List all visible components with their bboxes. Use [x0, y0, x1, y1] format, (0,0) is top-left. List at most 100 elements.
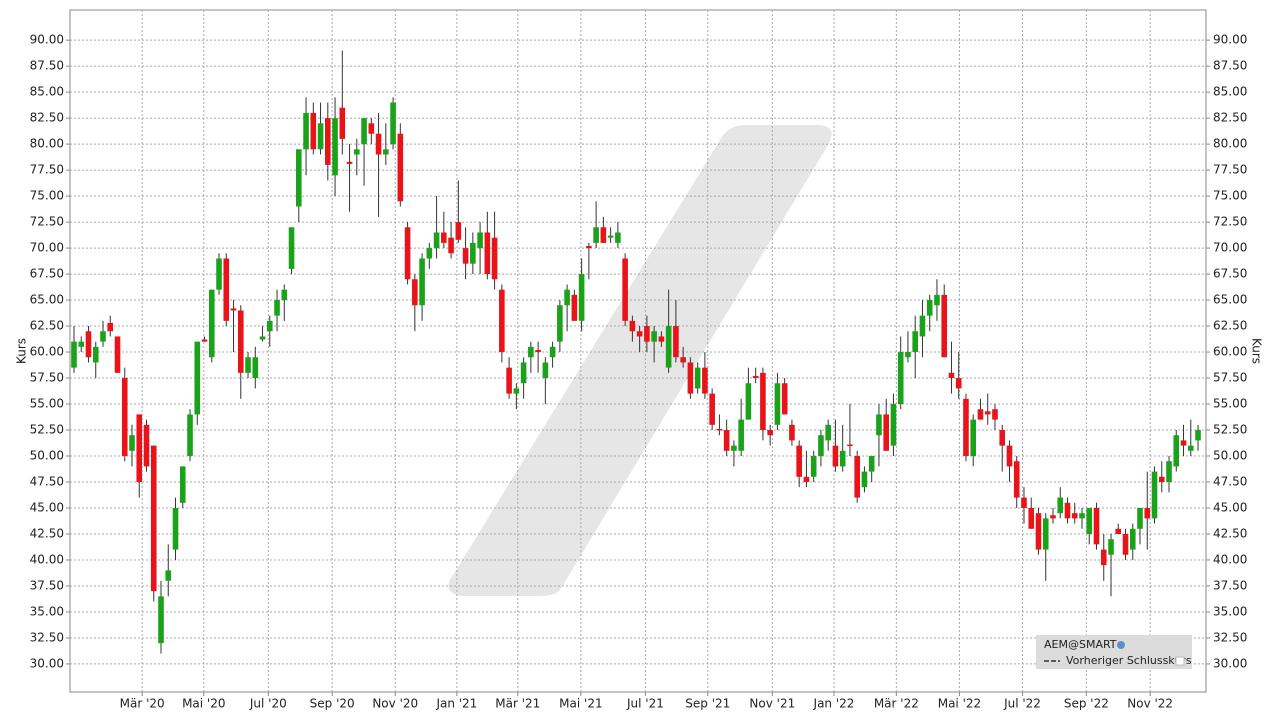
candle-body [1137, 507, 1143, 529]
candle-body [810, 456, 817, 477]
legend-checkbox[interactable] [1175, 656, 1185, 666]
candle-body [354, 149, 360, 155]
candle-body [143, 424, 150, 467]
candle-body [441, 232, 447, 243]
candle-body [346, 161, 353, 164]
y2-tick-label: 60.00 [1213, 345, 1247, 359]
candle-body [470, 242, 476, 264]
y-tick-label: 47.50 [30, 474, 64, 488]
candle-body [390, 102, 396, 145]
watermark [448, 125, 832, 596]
candle-body [665, 326, 672, 368]
y-tick-label: 50.00 [30, 449, 64, 463]
candle-body [107, 322, 114, 332]
candle-body [92, 346, 99, 363]
candle-body [651, 331, 657, 342]
y2-axis-label: Kurs [1250, 338, 1264, 364]
candle-body [513, 388, 520, 394]
candle-body [230, 308, 237, 311]
candle-body [1021, 497, 1027, 508]
y-tick-label: 55.00 [30, 397, 64, 411]
candle-body [114, 336, 121, 373]
candle-body [586, 245, 592, 249]
y2-tick-label: 55.00 [1213, 397, 1247, 411]
candle-body [854, 456, 860, 498]
legend-label: Vorheriger Schlusskurs [1066, 654, 1192, 667]
candle-body [636, 331, 643, 337]
y-tick-label: 90.00 [30, 33, 64, 47]
y-tick-label: 52.50 [30, 423, 64, 437]
candle-body [861, 471, 868, 488]
y-tick-label: 72.50 [30, 215, 64, 229]
y2-tick-label: 72.50 [1213, 215, 1247, 229]
candle-body [789, 424, 795, 441]
candle-body [78, 341, 85, 347]
candle-body [339, 107, 346, 139]
y-tick-label: 30.00 [30, 656, 64, 670]
candle-body [694, 367, 701, 389]
y2-tick-label: 77.50 [1213, 163, 1247, 177]
candle-body [890, 404, 897, 446]
y-tick-label: 35.00 [30, 604, 64, 618]
candle-body [303, 112, 309, 150]
y-tick-label: 65.00 [30, 293, 64, 307]
candle-body [1187, 445, 1194, 451]
y2-tick-label: 90.00 [1213, 33, 1247, 47]
candle-body [803, 476, 810, 482]
candle-body [941, 294, 948, 358]
candle-body [839, 450, 846, 467]
x-tick-label: Mai '21 [559, 697, 602, 711]
candle-body [716, 428, 723, 431]
candle-body [796, 445, 802, 477]
candle-body [1093, 507, 1100, 545]
candle-body [992, 409, 998, 420]
candle-body [520, 362, 527, 384]
y-tick-label: 37.50 [30, 578, 64, 592]
candle-body [1035, 513, 1042, 550]
candle-body [593, 227, 599, 243]
candle-body [1086, 507, 1093, 534]
y-tick-label: 57.50 [30, 371, 64, 385]
candle-body [883, 414, 889, 451]
y2-tick-label: 65.00 [1213, 293, 1247, 307]
y-tick-label: 82.50 [30, 111, 64, 125]
legend-icon [1117, 641, 1125, 649]
x-tick-label: Mai '22 [938, 697, 981, 711]
x-tick-label: Mär '20 [120, 697, 165, 711]
candle-body [948, 372, 955, 379]
candle-body [484, 232, 491, 275]
candle-body [607, 235, 614, 238]
x-tick-label: Sep '20 [310, 697, 355, 711]
candle-body [578, 274, 585, 321]
candle-body [905, 352, 911, 358]
candle-body [158, 596, 164, 644]
candle-body [535, 349, 541, 353]
legend-title: AEM@SMART [1044, 638, 1117, 651]
candle-body [832, 445, 839, 467]
y2-tick-label: 62.50 [1213, 319, 1247, 333]
candle-body [571, 294, 578, 321]
candle-body [1115, 528, 1122, 534]
y-tick-label: 62.50 [30, 319, 64, 333]
candle-body [1042, 518, 1049, 550]
candle-body [1108, 539, 1114, 555]
y-tick-label: 80.00 [30, 137, 64, 151]
y2-tick-label: 32.50 [1213, 630, 1247, 644]
candle-body [237, 310, 244, 373]
candle-body [752, 375, 759, 379]
candle-body [383, 149, 389, 155]
candle-body [252, 357, 259, 379]
candle-body [172, 507, 179, 550]
candle-body [934, 294, 940, 306]
candle-body [208, 289, 215, 358]
x-tick-label: Mai '20 [182, 697, 225, 711]
candle-body [165, 570, 172, 581]
x-tick-label: Sep '21 [685, 697, 730, 711]
y2-tick-label: 75.00 [1213, 189, 1247, 203]
y2-tick-label: 45.00 [1213, 500, 1247, 514]
candle-body [1173, 435, 1180, 467]
y-tick-label: 42.50 [30, 526, 64, 540]
candle-body [1129, 528, 1136, 550]
candle-body [1166, 461, 1172, 482]
candle-body [557, 305, 563, 342]
